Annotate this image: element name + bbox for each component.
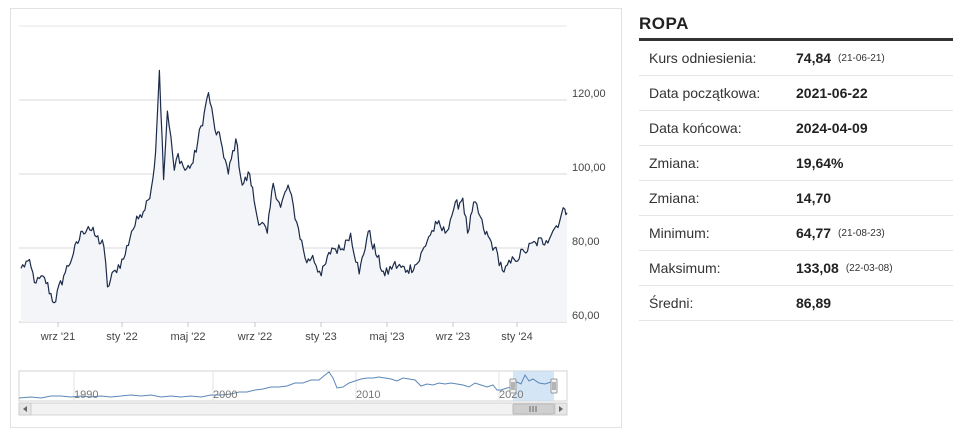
x-tick-label: sty '24	[501, 331, 532, 343]
title-divider	[639, 38, 953, 41]
scrollbar-thumb[interactable]	[512, 403, 555, 415]
navigator-handle-left[interactable]	[509, 378, 517, 394]
navigator-line	[18, 371, 555, 399]
navigator-handle-right-box[interactable]	[550, 378, 558, 394]
stat-value: 14,70	[796, 190, 832, 206]
scrollbar[interactable]	[18, 402, 568, 416]
navigator-tick-label: 2020	[499, 389, 523, 401]
stat-value: 19,64%	[796, 155, 844, 171]
navigator-frame	[18, 370, 568, 402]
y-tick-label: 100,00	[572, 162, 606, 174]
price-area	[21, 70, 567, 323]
stat-label: Kurs odniesienia:	[649, 50, 757, 66]
x-tick-label: maj '22	[170, 331, 205, 343]
scrollbar-track[interactable]	[18, 402, 568, 416]
stat-row-average: Średni: 86,89	[639, 286, 953, 321]
stat-value: 133,08	[796, 260, 839, 276]
navigator[interactable]: 1990 2000 2010 2020	[18, 370, 568, 402]
arrow-right-icon	[559, 406, 563, 412]
x-tick-label: wrz '21	[40, 331, 76, 343]
x-tick-label: maj '23	[369, 331, 404, 343]
x-tick-label: wrz '23	[435, 331, 471, 343]
price-line	[20, 69, 568, 304]
stat-date: (21-06-21)	[838, 52, 885, 64]
stat-value: 74,84	[796, 50, 832, 66]
stat-label: Zmiana:	[649, 190, 700, 206]
stat-row-minimum: Minimum: 64,77 (21-08-23)	[639, 216, 953, 251]
navigator-handle-left-box[interactable]	[509, 378, 517, 394]
stat-label: Data początkowa:	[649, 85, 761, 101]
stat-label: Minimum:	[649, 225, 710, 241]
navigator-selection[interactable]	[513, 371, 554, 401]
arrow-left-icon	[23, 406, 27, 412]
y-tick-label: 60,00	[572, 310, 600, 322]
price-chart: 120,00 100,00 80,00 60,00 wrz '21 sty '2…	[18, 25, 606, 416]
x-tick-label: wrz '22	[237, 331, 273, 343]
stat-value: 86,89	[796, 295, 832, 311]
stat-label: Maksimum:	[649, 260, 721, 276]
stat-row-reference-rate: Kurs odniesienia: 74,84 (21-06-21)	[639, 41, 953, 76]
stat-row-change-value: Zmiana: 14,70	[639, 181, 953, 216]
stat-row-change-percent: Zmiana: 19,64%	[639, 146, 953, 181]
stat-date: (21-08-23)	[838, 227, 885, 239]
stat-date: (22-03-08)	[845, 262, 893, 274]
stat-label: Zmiana:	[649, 155, 700, 171]
x-tick-label: sty '23	[305, 331, 336, 343]
chart-panel: 120,00 100,00 80,00 60,00 wrz '21 sty '2…	[10, 8, 622, 428]
stats-panel: ROPA Kurs odniesienia: 74,84 (21-06-21) …	[639, 10, 953, 321]
stat-value: 64,77	[796, 225, 832, 241]
stat-row-end-date: Data końcowa: 2024-04-09	[639, 111, 953, 146]
stat-label: Średni:	[649, 295, 694, 311]
y-tick-label: 120,00	[572, 88, 606, 100]
stat-value: 2024-04-09	[796, 120, 868, 136]
x-tick-label: sty '22	[106, 331, 137, 343]
navigator-tick-label: 2000	[213, 389, 237, 401]
x-axis-ticks: wrz '21 sty '22 maj '22 wrz '22 sty '23 …	[40, 322, 533, 343]
y-tick-label: 80,00	[572, 236, 600, 248]
stats-title: ROPA	[639, 14, 689, 33]
stat-row-start-date: Data początkowa: 2021-06-22	[639, 76, 953, 111]
navigator-tick-label: 2010	[356, 389, 380, 401]
stat-value: 2021-06-22	[796, 85, 868, 101]
stat-label: Data końcowa:	[649, 120, 742, 136]
scroll-left-button[interactable]	[18, 402, 32, 416]
navigator-handle-right[interactable]	[550, 378, 558, 394]
y-axis-ticks: 120,00 100,00 80,00 60,00	[572, 88, 606, 322]
stat-row-maximum: Maksimum: 133,08 (22-03-08)	[639, 251, 953, 286]
scroll-right-button[interactable]	[554, 402, 568, 416]
navigator-tick-label: 1990	[74, 389, 98, 401]
